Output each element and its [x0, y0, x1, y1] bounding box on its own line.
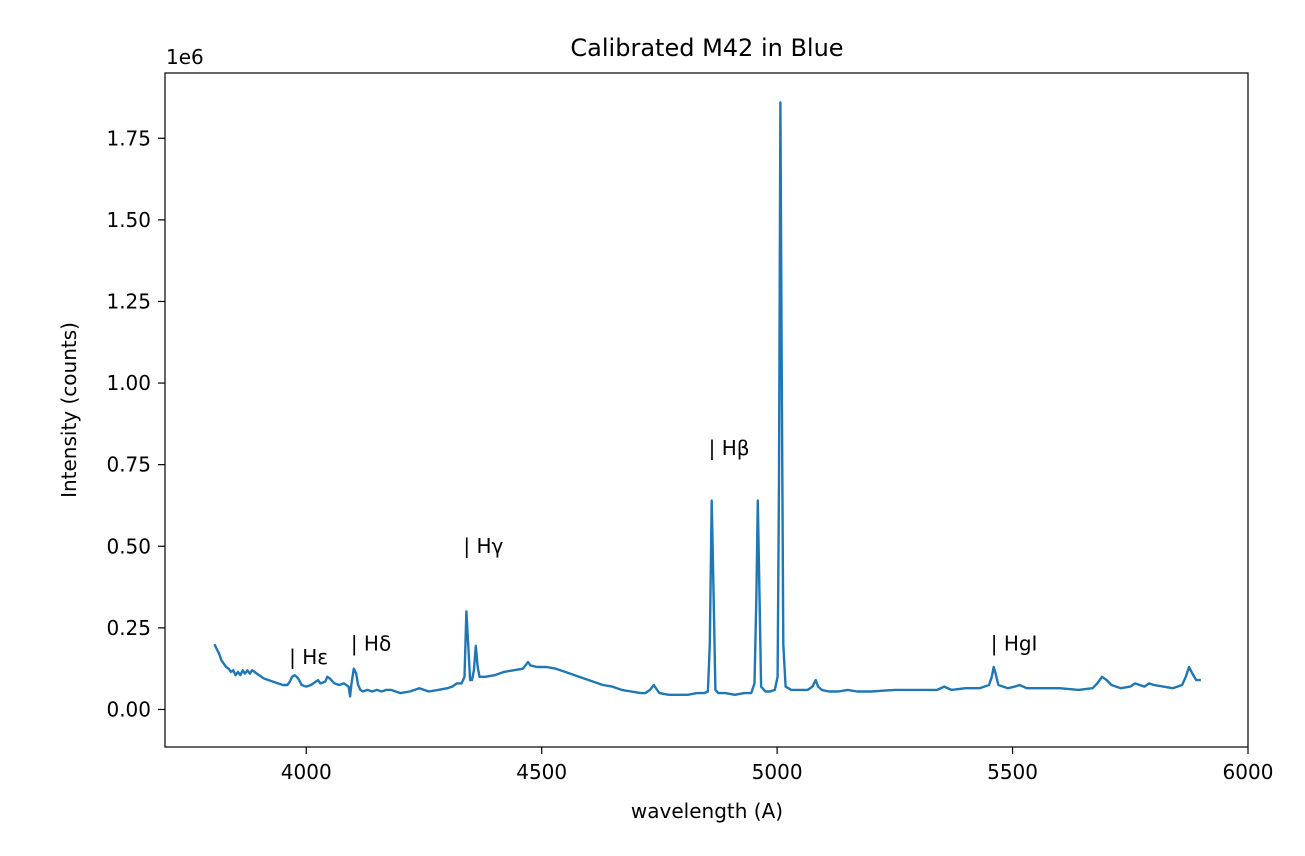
- plot-frame: [164, 72, 1249, 748]
- line-annotation: | HgI: [991, 632, 1038, 656]
- x-tick-label: 5000: [752, 760, 803, 784]
- y-tick-label: 1.50: [106, 208, 151, 232]
- line-annotation: | Hε: [289, 645, 328, 669]
- y-tick-label: 1.25: [106, 289, 151, 313]
- x-tick-label: 5500: [987, 760, 1038, 784]
- annotations: | Hε | Hδ | Hγ | Hβ | HgI: [289, 436, 1037, 669]
- series-line: [213, 101, 1201, 698]
- y-offset-text: 1e6: [166, 45, 204, 69]
- x-tick-label: 6000: [1223, 760, 1274, 784]
- x-tick-label: 4500: [516, 760, 567, 784]
- y-axis-label: Intensity (counts): [57, 322, 81, 498]
- y-tick-label: 1.75: [106, 126, 151, 150]
- y-tick-label: 1.00: [106, 371, 151, 395]
- x-axis-label: wavelength (A): [631, 799, 783, 823]
- plot-area: [213, 101, 1201, 698]
- y-tick-label: 0.50: [106, 534, 151, 558]
- line-annotation: | Hδ: [351, 632, 391, 656]
- line-annotation: | Hβ: [709, 436, 750, 460]
- line-annotation: | Hγ: [463, 534, 503, 558]
- y-tick-label: 0.00: [106, 697, 151, 721]
- y-axis: 0.00 0.25 0.50 0.75 1.00 1.25 1.50 1.75: [106, 126, 165, 721]
- x-axis: 4000 4500 5000 5500 6000: [281, 747, 1274, 784]
- y-tick-label: 0.25: [106, 616, 151, 640]
- chart-title: Calibrated M42 in Blue: [570, 34, 843, 62]
- x-tick-label: 4000: [281, 760, 332, 784]
- y-tick-label: 0.75: [106, 453, 151, 477]
